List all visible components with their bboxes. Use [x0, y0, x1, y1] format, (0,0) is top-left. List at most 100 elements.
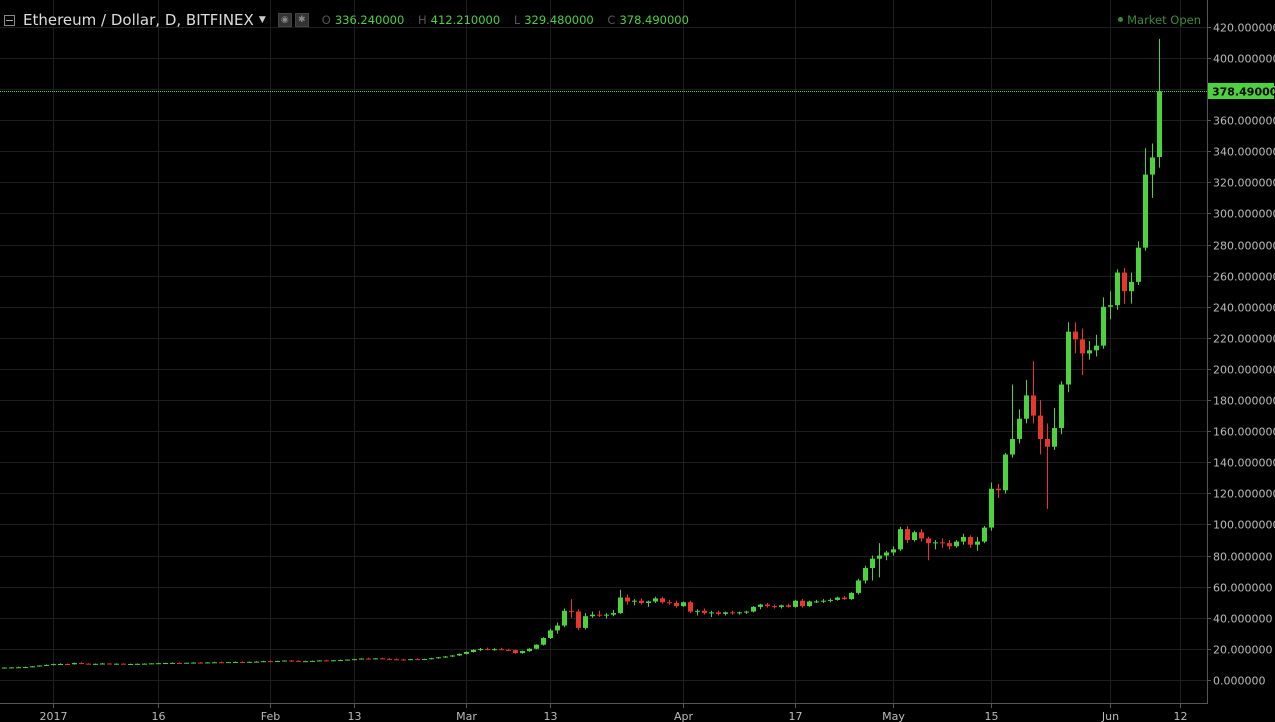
candle[interactable]: [597, 610, 602, 618]
candle[interactable]: [72, 662, 77, 665]
candle[interactable]: [520, 650, 525, 654]
candle[interactable]: [114, 663, 119, 665]
candle[interactable]: [142, 663, 147, 665]
candle[interactable]: [744, 610, 749, 614]
candle[interactable]: [975, 536, 980, 551]
candle[interactable]: [485, 647, 490, 651]
candle[interactable]: [534, 644, 539, 650]
candle[interactable]: [401, 658, 406, 661]
candle[interactable]: [394, 658, 399, 661]
candle[interactable]: [296, 660, 301, 662]
candle[interactable]: [226, 661, 231, 664]
candle[interactable]: [121, 663, 126, 665]
candle[interactable]: [387, 658, 392, 660]
candle[interactable]: [835, 596, 840, 601]
candle[interactable]: [233, 661, 238, 663]
candle[interactable]: [884, 550, 889, 561]
candle[interactable]: [310, 660, 315, 662]
candle[interactable]: [1003, 452, 1008, 494]
candle[interactable]: [23, 666, 28, 669]
candle[interactable]: [1052, 407, 1057, 450]
time-axis[interactable]: 2017 16 Feb 13 Mar 13 Apr 17 May 15 Jun 12: [40, 703, 1188, 722]
candle[interactable]: [51, 663, 56, 666]
candle[interactable]: [1143, 148, 1148, 251]
caret-down-icon[interactable]: ▼: [258, 15, 266, 25]
candle[interactable]: [219, 661, 224, 664]
candle[interactable]: [149, 663, 154, 665]
candle[interactable]: [555, 622, 560, 634]
candle[interactable]: [569, 599, 574, 618]
candle[interactable]: [919, 529, 924, 542]
candle[interactable]: [688, 600, 693, 614]
candle[interactable]: [856, 578, 861, 595]
candle[interactable]: [100, 663, 105, 665]
candle[interactable]: [674, 600, 679, 608]
candle[interactable]: [177, 662, 182, 664]
candle[interactable]: [1101, 297, 1106, 349]
candle[interactable]: [254, 661, 259, 663]
candle[interactable]: [156, 662, 161, 665]
symbol-title[interactable]: Ethereum / Dollar, D, BITFINEX: [23, 11, 254, 29]
candle[interactable]: [639, 598, 644, 605]
candle[interactable]: [198, 661, 203, 664]
candle[interactable]: [359, 658, 364, 660]
candle[interactable]: [247, 661, 252, 663]
candle[interactable]: [380, 657, 385, 660]
candle[interactable]: [765, 603, 770, 608]
candle[interactable]: [660, 596, 665, 604]
candle[interactable]: [1129, 272, 1134, 304]
candle[interactable]: [926, 536, 931, 561]
candle[interactable]: [723, 611, 728, 616]
candle[interactable]: [240, 661, 245, 663]
candle[interactable]: [30, 666, 35, 668]
candle[interactable]: [779, 604, 784, 609]
candle[interactable]: [65, 663, 70, 665]
candle[interactable]: [212, 661, 217, 664]
candle[interactable]: [1038, 400, 1043, 455]
candle[interactable]: [807, 600, 812, 607]
candle[interactable]: [37, 665, 42, 667]
candle[interactable]: [800, 599, 805, 608]
candle[interactable]: [1108, 291, 1113, 320]
candle[interactable]: [1136, 241, 1141, 285]
candle[interactable]: [562, 608, 567, 628]
candle[interactable]: [849, 592, 854, 600]
candle[interactable]: [1122, 267, 1127, 304]
candle[interactable]: [576, 609, 581, 631]
candle[interactable]: [16, 666, 21, 669]
candle[interactable]: [695, 609, 700, 616]
candle[interactable]: [205, 662, 210, 664]
candle[interactable]: [450, 655, 455, 657]
candle[interactable]: [324, 659, 329, 662]
candle[interactable]: [548, 628, 553, 639]
candle[interactable]: [1059, 381, 1064, 435]
candle[interactable]: [275, 660, 280, 663]
candle[interactable]: [352, 658, 357, 661]
candle[interactable]: [191, 662, 196, 664]
candle[interactable]: [93, 663, 98, 665]
candle[interactable]: [891, 546, 896, 556]
candle[interactable]: [443, 656, 448, 658]
candle[interactable]: [506, 648, 511, 651]
candle[interactable]: [464, 651, 469, 655]
candle[interactable]: [436, 656, 441, 659]
candle[interactable]: [1157, 38, 1162, 168]
candle[interactable]: [940, 538, 945, 548]
candle[interactable]: [982, 526, 987, 544]
candle[interactable]: [989, 482, 994, 531]
candle[interactable]: [996, 484, 1001, 499]
candle[interactable]: [905, 526, 910, 544]
candle[interactable]: [422, 658, 427, 661]
candle[interactable]: [681, 601, 686, 607]
candle[interactable]: [716, 610, 721, 616]
candle[interactable]: [961, 533, 966, 545]
candle[interactable]: [898, 526, 903, 551]
candle[interactable]: [366, 657, 371, 660]
candle[interactable]: [737, 611, 742, 615]
candle[interactable]: [863, 565, 868, 584]
candle[interactable]: [667, 599, 672, 605]
candle[interactable]: [646, 600, 651, 607]
candle[interactable]: [730, 610, 735, 615]
candle[interactable]: [492, 648, 497, 651]
